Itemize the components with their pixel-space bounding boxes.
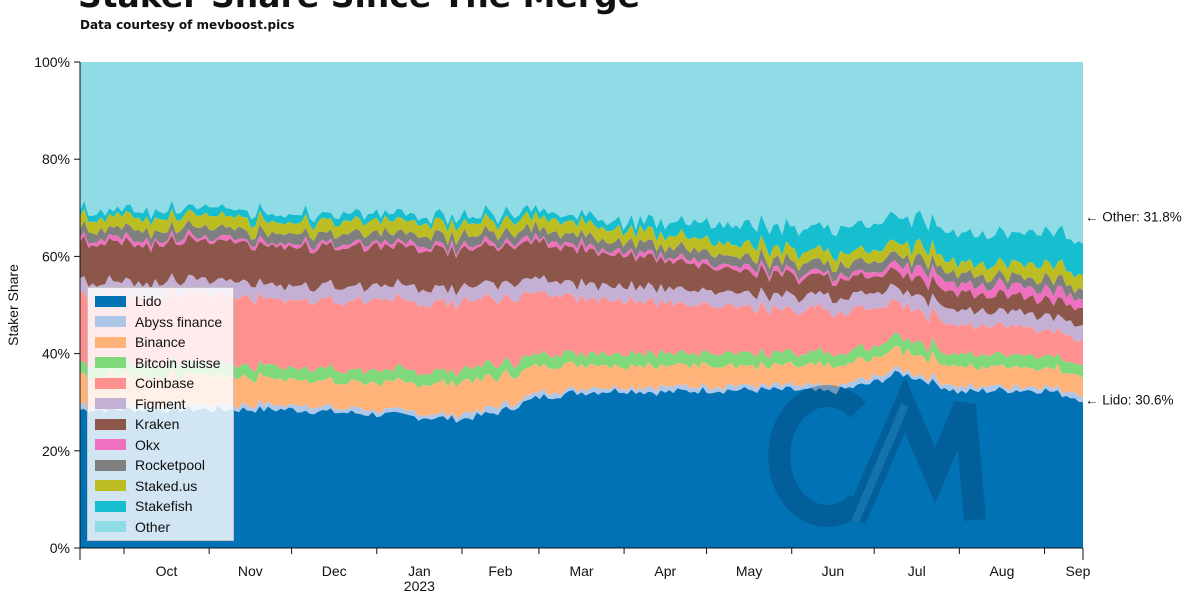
- legend-swatch: [95, 521, 126, 533]
- legend-item-abyss-finance: Abyss finance: [88, 312, 233, 333]
- x-tick-label: May: [736, 563, 762, 579]
- area-figment: [80, 273, 1083, 342]
- y-tick-label: 0%: [50, 540, 70, 556]
- page-title: Staker Share Since The Merge: [78, 0, 640, 15]
- legend-swatch: [95, 398, 126, 410]
- legend-swatch: [95, 295, 126, 307]
- y-tick-label: 80%: [42, 151, 70, 167]
- x-tick-label: Sep: [1066, 563, 1091, 579]
- y-tick-label: 60%: [42, 248, 70, 264]
- legend-swatch: [95, 316, 126, 328]
- legend-label: Binance: [135, 334, 186, 351]
- legend-item-okx: Okx: [88, 435, 233, 456]
- legend-label: Figment: [135, 395, 186, 412]
- watermark-logo: [768, 377, 986, 527]
- legend-label: Stakefish: [135, 498, 193, 515]
- legend-item-figment: Figment: [88, 394, 233, 415]
- legend-label: Rocketpool: [135, 457, 206, 474]
- x-tick-label: Jul: [908, 563, 926, 579]
- annotation-lido: ← Lido: 30.6%: [1085, 392, 1174, 407]
- legend-swatch: [95, 336, 126, 348]
- stacked-areas: [80, 62, 1083, 548]
- legend-swatch: [95, 459, 126, 471]
- legend-label: Coinbase: [135, 375, 195, 392]
- legend-swatch: [95, 439, 126, 451]
- legend-label: Abyss finance: [135, 313, 223, 330]
- y-tick-label: 100%: [34, 54, 70, 70]
- x-tick-label: Jun: [822, 563, 845, 579]
- legend-item-rocketpool: Rocketpool: [88, 455, 233, 476]
- y-tick-label: 20%: [42, 443, 70, 459]
- legend-item-binance: Binance: [88, 332, 233, 353]
- x-tick-label: Jan: [408, 563, 431, 579]
- legend-swatch: [95, 377, 126, 389]
- x-year-label: 2023: [404, 578, 435, 594]
- legend-swatch: [95, 480, 126, 492]
- legend-item-bitcoin-suisse: Bitcoin suisse: [88, 353, 233, 374]
- legend-item-lido: Lido: [88, 291, 233, 312]
- area-stakefish: [80, 200, 1083, 278]
- area-staked-us: [80, 208, 1083, 294]
- x-tick-label: Oct: [156, 563, 178, 579]
- area-lido: [80, 370, 1083, 548]
- area-bitcoin-suisse: [80, 332, 1083, 389]
- area-binance: [80, 346, 1083, 419]
- annotation-other: ← Other: 31.8%: [1085, 210, 1182, 225]
- legend-item-staked-us: Staked.us: [88, 476, 233, 497]
- y-tick-label: 40%: [42, 346, 70, 362]
- legend-swatch: [95, 357, 126, 369]
- x-tick-label: Aug: [989, 563, 1014, 579]
- legend-item-kraken: Kraken: [88, 414, 233, 435]
- annotations: ← Other: 31.8% ← Lido: 30.6%: [1085, 210, 1182, 408]
- legend-swatch: [95, 500, 126, 512]
- legend-item-coinbase: Coinbase: [88, 373, 233, 394]
- page-subtitle: Data courtesy of mevboost.pics: [80, 18, 295, 32]
- y-axis-label: Staker Share: [5, 264, 21, 346]
- x-tick-label: Feb: [488, 563, 512, 579]
- x-tick-label: Nov: [238, 563, 263, 579]
- y-axis: 0% 20% 40% 60% 80% 100%: [34, 54, 81, 556]
- legend-label: Lido: [135, 293, 162, 310]
- x-tick-label: Apr: [654, 563, 676, 579]
- area-rocketpool: [80, 220, 1083, 302]
- legend-item-other: Other: [88, 517, 233, 538]
- x-tick-label: Dec: [322, 563, 347, 579]
- legend-label: Bitcoin suisse: [135, 354, 221, 371]
- x-tick-label: Mar: [569, 563, 593, 579]
- legend-label: Staked.us: [135, 477, 198, 494]
- area-kraken: [80, 234, 1083, 327]
- area-other: [80, 62, 1083, 244]
- legend-swatch: [95, 418, 126, 430]
- legend-label: Other: [135, 518, 171, 535]
- legend-label: Kraken: [135, 416, 180, 433]
- legend-item-stakefish: Stakefish: [88, 496, 233, 517]
- legend: Lido Abyss finance Binance Bitcoin suisse Co…: [87, 287, 234, 541]
- legend-label: Okx: [135, 436, 160, 453]
- area-coinbase: [80, 286, 1083, 378]
